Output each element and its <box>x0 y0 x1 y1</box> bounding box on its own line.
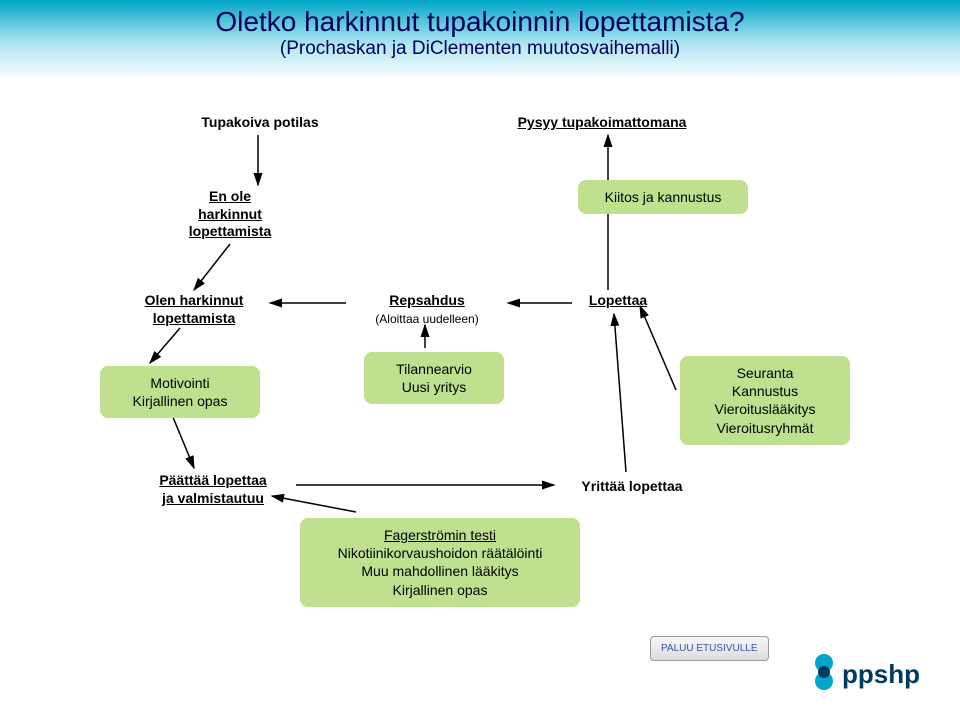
node-pysyy-tupakoimattomana[interactable]: Pysyy tupakoimattomana <box>502 114 702 132</box>
label: PALUU ETUSIVULLE <box>661 643 758 654</box>
arrow <box>640 306 676 390</box>
node-paattaa-lopettaa[interactable]: Päättää lopettaa ja valmistautuu <box>138 472 288 507</box>
return-home-button[interactable]: PALUU ETUSIVULLE <box>650 636 769 661</box>
node-lopettaa[interactable]: Lopettaa <box>578 292 658 310</box>
label: Tupakoiva potilas <box>201 114 318 130</box>
line4: Kirjallinen opas <box>393 582 488 598</box>
label: Yrittää lopettaa <box>581 478 682 494</box>
line4: Vieroitusryhmät <box>716 420 813 436</box>
line2: ja valmistautuu <box>162 490 264 506</box>
line2: Uusi yritys <box>402 379 467 395</box>
node-tupakoiva-potilas: Tupakoiva potilas <box>180 114 340 132</box>
line1: Tilannearvio <box>396 361 472 377</box>
box-fagerstrom: Fagerströmin testi Nikotiinikorvaushoido… <box>300 518 580 607</box>
label: Lopettaa <box>589 292 647 308</box>
line1: Olen harkinnut <box>145 292 244 308</box>
node-yrittaa-lopettaa: Yrittää lopettaa <box>562 478 702 496</box>
sublabel: (Aloittaa uudelleen) <box>375 312 478 326</box>
page-subtitle: (Prochaskan ja DiClementen muutosvaihema… <box>0 38 960 60</box>
line3: lopettamista <box>189 223 271 239</box>
header-banner: Oletko harkinnut tupakoinnin lopettamist… <box>0 0 960 80</box>
arrow <box>170 410 194 468</box>
line1: Motivointi <box>150 375 209 391</box>
line1: Seuranta <box>737 365 794 381</box>
line2: Nikotiinikorvaushoidon räätälöinti <box>338 545 543 561</box>
logo-text: ppshp <box>842 659 920 689</box>
arrow <box>614 314 626 472</box>
line1: Päättää lopettaa <box>159 472 266 488</box>
line2: Kannustus <box>732 383 798 399</box>
page-title: Oletko harkinnut tupakoinnin lopettamist… <box>0 0 960 38</box>
ppshp-logo: ppshp <box>810 651 940 693</box>
line1[interactable]: Fagerströmin testi <box>384 527 496 543</box>
arrow <box>194 244 230 290</box>
box-kiitos-kannustus: Kiitos ja kannustus <box>578 180 748 214</box>
line2: Kirjallinen opas <box>133 393 228 409</box>
box-tilannearvio: Tilannearvio Uusi yritys <box>364 352 504 404</box>
line1: En ole <box>209 188 251 204</box>
box-motivointi: Motivointi Kirjallinen opas <box>100 366 260 418</box>
label: Pysyy tupakoimattomana <box>518 114 687 130</box>
line3: Vieroituslääkitys <box>715 401 816 417</box>
line2: harkinnut <box>198 206 262 222</box>
line2: lopettamista <box>153 310 235 326</box>
line3: Muu mahdollinen lääkitys <box>361 563 518 579</box>
node-en-ole-harkinnut[interactable]: En ole harkinnut lopettamista <box>170 188 290 241</box>
node-repsahdus[interactable]: Repsahdus (Aloittaa uudelleen) <box>352 292 502 327</box>
label: Repsahdus <box>389 292 464 308</box>
label: Kiitos ja kannustus <box>605 189 722 205</box>
box-seuranta: Seuranta Kannustus Vieroituslääkitys Vie… <box>680 356 850 445</box>
node-olen-harkinnut[interactable]: Olen harkinnut lopettamista <box>124 292 264 327</box>
diagram-stage: Tupakoiva potilas Pysyy tupakoimattomana… <box>0 80 960 711</box>
arrow <box>150 328 180 363</box>
